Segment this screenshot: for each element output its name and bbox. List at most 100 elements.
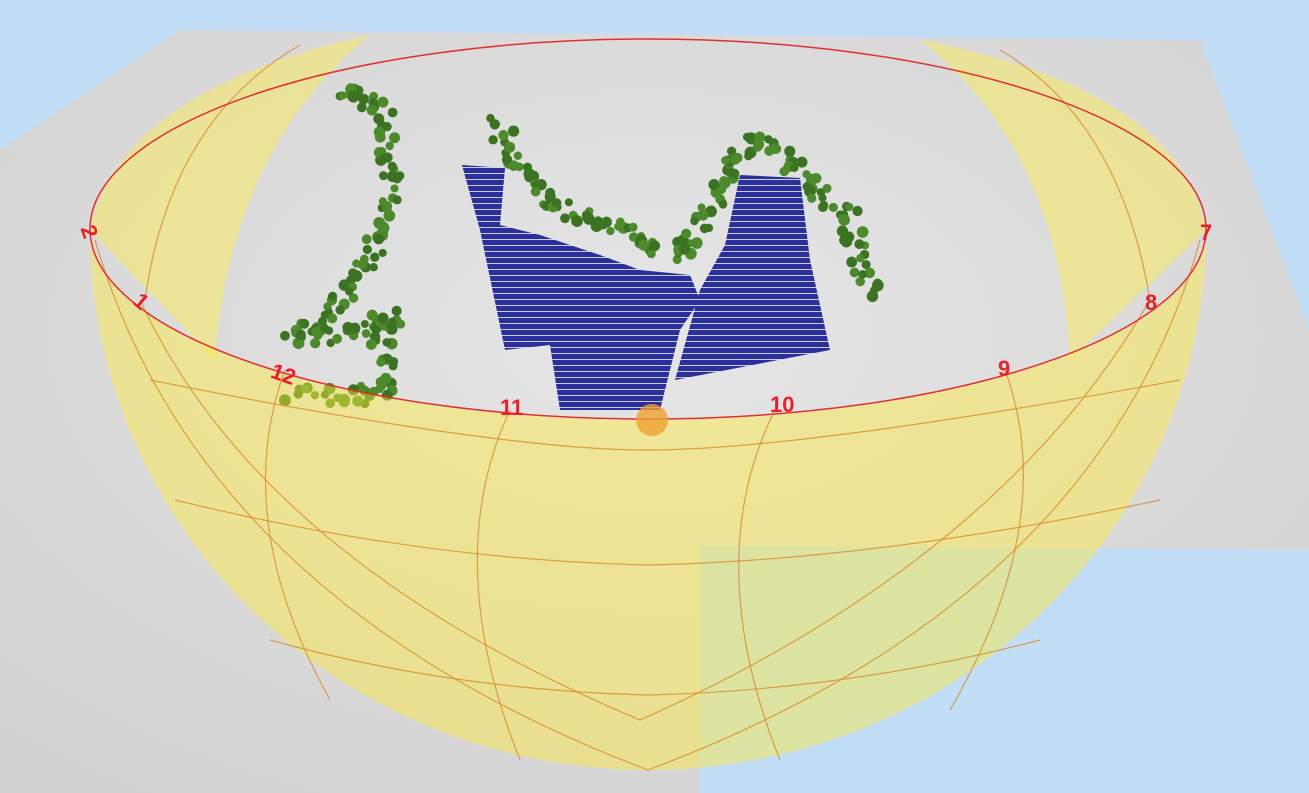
tree <box>582 210 591 220</box>
tree <box>387 107 398 118</box>
tree <box>796 156 808 168</box>
tree <box>338 396 350 408</box>
dome-back-right <box>920 40 1206 360</box>
tree <box>856 254 865 263</box>
tree <box>301 384 310 394</box>
tree <box>498 129 509 141</box>
tree <box>866 290 879 303</box>
tree <box>386 320 398 331</box>
tree <box>388 356 399 367</box>
hour-line <box>999 49 1151 301</box>
hour-line <box>144 44 301 301</box>
tree <box>708 178 720 191</box>
tree <box>690 237 703 249</box>
tree <box>523 168 535 180</box>
tree <box>704 223 714 233</box>
tree <box>728 168 740 179</box>
tree <box>373 216 386 229</box>
tree <box>324 326 334 335</box>
tree <box>377 96 389 108</box>
tree <box>822 183 832 193</box>
tree <box>352 259 361 268</box>
tree <box>392 173 402 184</box>
tree <box>489 119 500 130</box>
tree <box>376 357 386 367</box>
tree <box>378 248 387 257</box>
tree <box>361 329 371 338</box>
tree <box>571 215 583 227</box>
tree <box>849 267 860 278</box>
tree <box>828 202 838 213</box>
tree <box>278 394 291 407</box>
tree <box>348 293 359 303</box>
tree <box>299 318 310 329</box>
tree <box>327 313 338 324</box>
observer-point <box>636 404 668 436</box>
tree <box>352 395 364 407</box>
tree <box>726 146 737 156</box>
tree <box>503 141 516 153</box>
tree <box>854 239 865 250</box>
tree <box>347 90 360 103</box>
tree <box>356 102 367 113</box>
tree <box>721 156 730 165</box>
tree <box>389 132 401 144</box>
tree <box>718 200 728 209</box>
tree <box>310 338 321 349</box>
tree <box>719 175 729 186</box>
tree <box>338 91 347 100</box>
tree <box>373 233 385 245</box>
tree <box>544 191 556 203</box>
tree <box>564 198 573 207</box>
hour-label: 10 <box>770 392 794 417</box>
tree <box>294 384 304 394</box>
tree <box>855 276 865 287</box>
sun-path <box>269 639 1041 696</box>
tree <box>383 209 396 222</box>
tree <box>391 305 402 316</box>
hour-label: 8 <box>1145 290 1157 315</box>
tree <box>638 239 650 251</box>
tree <box>295 329 306 340</box>
tree <box>325 398 336 408</box>
tree <box>346 275 356 285</box>
tree <box>379 314 388 323</box>
tree <box>366 309 378 321</box>
tree <box>818 193 827 202</box>
tree <box>560 213 570 224</box>
tree <box>846 256 858 268</box>
tree <box>744 146 757 159</box>
tree <box>690 216 699 226</box>
tree <box>320 390 330 399</box>
tree <box>332 333 343 344</box>
tree <box>601 216 612 228</box>
dome-back-left <box>90 35 370 360</box>
tree <box>697 209 709 221</box>
tree <box>872 278 883 289</box>
tree <box>513 151 523 160</box>
tree <box>784 145 796 157</box>
tree <box>628 222 638 232</box>
tree <box>380 372 392 385</box>
tree <box>335 305 345 315</box>
tree <box>292 337 305 349</box>
tree <box>318 316 328 326</box>
tree <box>508 160 519 171</box>
dome <box>90 230 1206 770</box>
tree <box>310 391 320 400</box>
tree <box>852 205 863 217</box>
tree <box>606 226 615 236</box>
tree <box>396 319 406 329</box>
tree <box>488 135 498 145</box>
tree <box>358 93 370 105</box>
tree <box>327 291 338 301</box>
tree <box>672 255 682 265</box>
trees <box>278 83 884 409</box>
hour-line <box>949 369 1024 711</box>
tree <box>646 249 656 259</box>
sun-path <box>174 499 1161 566</box>
tree <box>385 141 394 151</box>
tree <box>280 330 290 341</box>
tree <box>771 143 782 154</box>
